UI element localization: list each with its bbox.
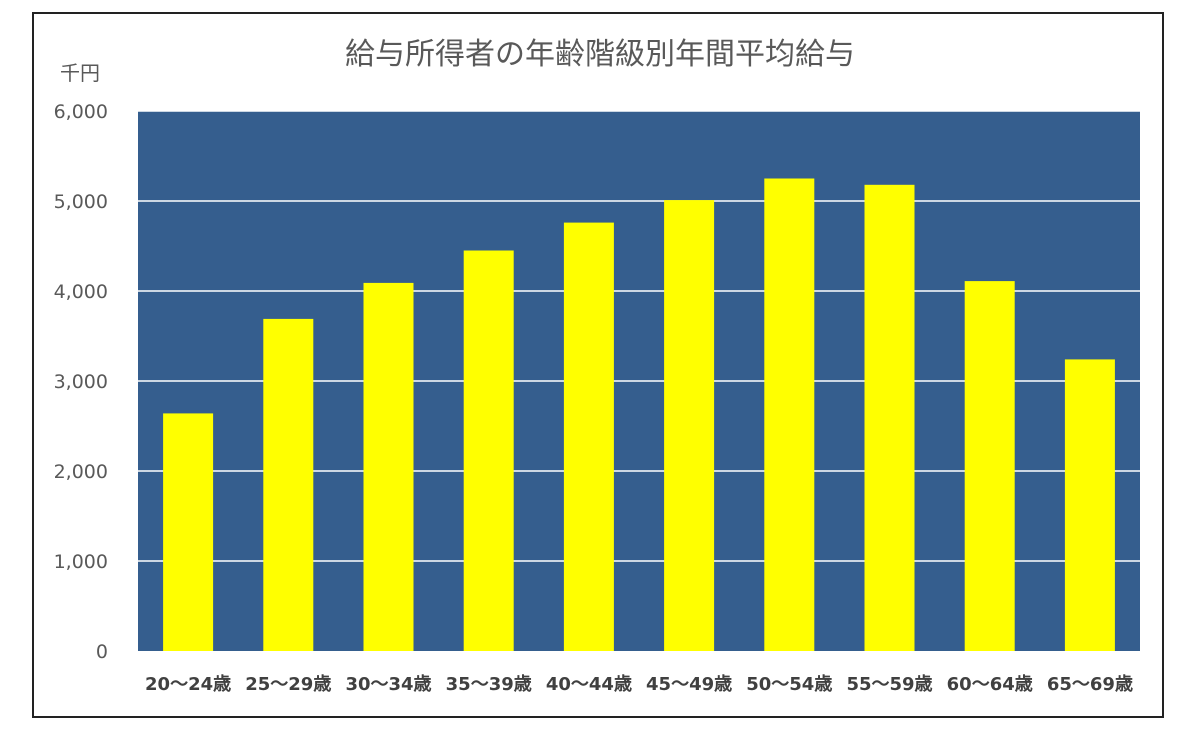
x-tick-label: 35～39歳: [446, 674, 532, 695]
bar: [1064, 359, 1115, 651]
bar: [263, 318, 314, 651]
bar: [764, 178, 815, 651]
plot-area: 0 1,000 2,000 3,000 4,000 5,000 6,000 20～24歳 25～…: [54, 101, 1140, 695]
bar: [363, 282, 414, 651]
y-tick-label: 2,000: [54, 461, 108, 483]
bar: [664, 200, 715, 651]
y-axis-unit: 千円: [60, 61, 100, 85]
bar: [864, 184, 915, 652]
bar: [964, 281, 1015, 651]
bar: [463, 250, 514, 651]
x-tick-label: 55～59歳: [846, 674, 932, 695]
y-tick-label: 3,000: [54, 371, 108, 393]
chart-title: 給与所得者の年齢階級別年間平均給与: [345, 37, 855, 72]
y-tick-label: 0: [96, 641, 108, 663]
x-tick-label: 25～29歳: [245, 674, 331, 695]
x-tick-label: 40～44歳: [546, 674, 632, 695]
x-tick-label: 60～64歳: [947, 674, 1033, 695]
x-tick-label: 45～49歳: [646, 674, 732, 695]
x-tick-label: 20～24歳: [145, 674, 231, 695]
y-tick-label: 5,000: [54, 191, 108, 213]
x-tick-label: 30～34歳: [345, 674, 431, 695]
bar: [163, 413, 214, 651]
x-tick-label: 50～54歳: [746, 674, 832, 695]
bar: [563, 222, 614, 651]
x-tick-label: 65～69歳: [1047, 674, 1133, 695]
y-tick-label: 4,000: [54, 281, 108, 303]
y-tick-label: 6,000: [54, 101, 108, 123]
y-tick-label: 1,000: [54, 551, 108, 573]
